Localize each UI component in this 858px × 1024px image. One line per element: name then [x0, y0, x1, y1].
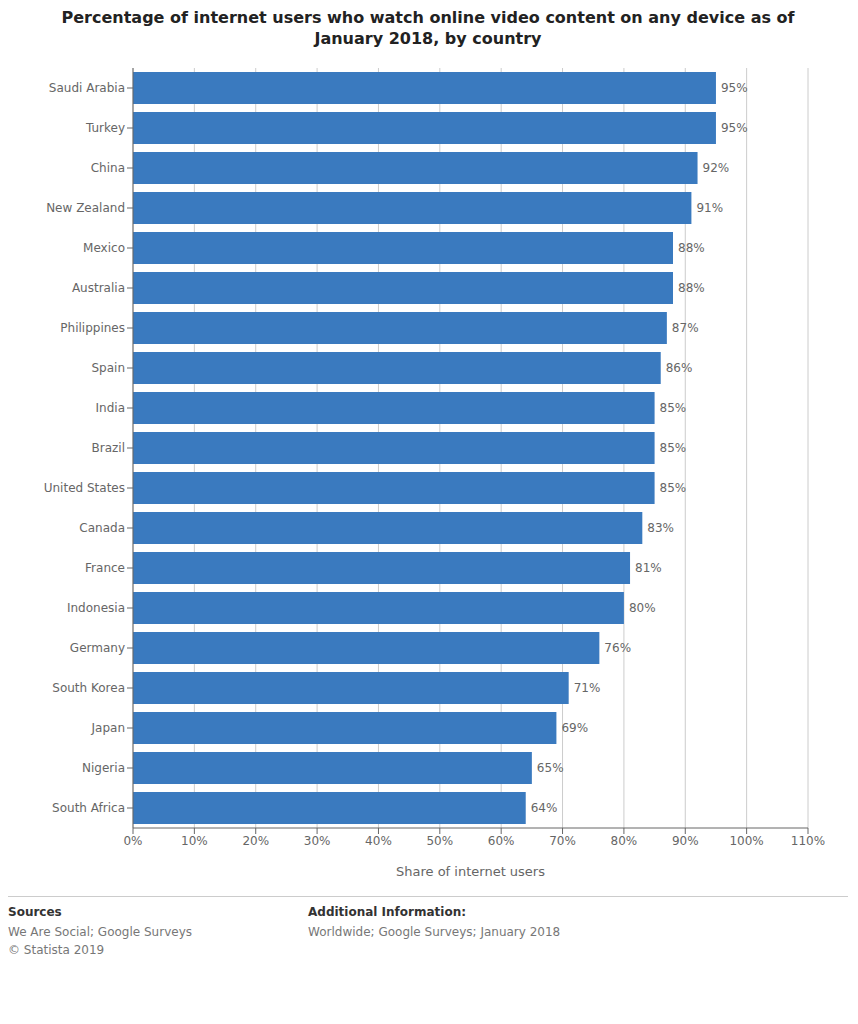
svg-text:Canada: Canada [79, 521, 125, 535]
svg-text:69%: 69% [561, 721, 588, 735]
svg-text:83%: 83% [647, 521, 674, 535]
svg-text:86%: 86% [666, 361, 693, 375]
svg-text:Nigeria: Nigeria [82, 761, 125, 775]
svg-text:95%: 95% [721, 121, 748, 135]
svg-text:China: China [91, 161, 125, 175]
svg-text:60%: 60% [488, 833, 515, 847]
svg-text:Indonesia: Indonesia [67, 601, 125, 615]
svg-text:Mexico: Mexico [83, 241, 125, 255]
html-text:Additional Information:: Additional Information: [308, 904, 466, 919]
svg-text:85%: 85% [660, 441, 687, 455]
svg-text:0%: 0% [123, 833, 142, 847]
svg-text:95%: 95% [721, 81, 748, 95]
svg-text:New Zealand: New Zealand [46, 201, 125, 215]
svg-text:92%: 92% [703, 161, 730, 175]
svg-text:81%: 81% [635, 561, 662, 575]
svg-text:Japan: Japan [91, 721, 125, 735]
svg-text:50%: 50% [426, 833, 453, 847]
svg-text:76%: 76% [604, 641, 631, 655]
svg-text:90%: 90% [672, 833, 699, 847]
svg-text:India: India [96, 401, 125, 415]
svg-text:88%: 88% [678, 281, 705, 295]
svg-text:87%: 87% [672, 321, 699, 335]
svg-text:Share of internet users: Share of internet users [396, 864, 545, 879]
svg-text:88%: 88% [678, 241, 705, 255]
svg-text:Spain: Spain [91, 361, 125, 375]
html-text:© Statista 2019: © Statista 2019 [8, 942, 105, 957]
html-text:We Are Social; Google Surveys: We Are Social; Google Surveys [8, 924, 192, 939]
svg-text:71%: 71% [574, 681, 601, 695]
svg-text:80%: 80% [629, 601, 656, 615]
svg-text:64%: 64% [531, 801, 558, 815]
svg-text:40%: 40% [365, 833, 392, 847]
svg-text:Australia: Australia [72, 281, 125, 295]
svg-text:Brazil: Brazil [92, 441, 126, 455]
svg-text:South Korea: South Korea [52, 681, 125, 695]
svg-text:70%: 70% [549, 833, 576, 847]
svg-text:Saudi Arabia: Saudi Arabia [49, 81, 125, 95]
svg-text:United States: United States [44, 481, 125, 495]
html-text:January 2018, by country: January 2018, by country [314, 28, 542, 48]
svg-text:30%: 30% [304, 833, 331, 847]
svg-text:80%: 80% [611, 833, 638, 847]
svg-text:65%: 65% [537, 761, 564, 775]
svg-text:Philippines: Philippines [60, 321, 125, 335]
svg-text:91%: 91% [696, 201, 723, 215]
svg-text:South Africa: South Africa [52, 801, 125, 815]
svg-text:Turkey: Turkey [85, 121, 125, 135]
svg-text:85%: 85% [660, 481, 687, 495]
html-text:Worldwide; Google Surveys; Jan: Worldwide; Google Surveys; January 2018 [308, 924, 561, 939]
svg-text:France: France [85, 561, 125, 575]
svg-text:110%: 110% [791, 833, 825, 847]
svg-text:20%: 20% [242, 833, 269, 847]
svg-text:100%: 100% [729, 833, 763, 847]
html-text:Percentage of internet users w: Percentage of internet users who watch o… [61, 8, 795, 27]
html-text:Sources: Sources [8, 904, 62, 919]
svg-text:85%: 85% [660, 401, 687, 415]
svg-text:10%: 10% [181, 833, 208, 847]
svg-text:Germany: Germany [70, 641, 125, 655]
